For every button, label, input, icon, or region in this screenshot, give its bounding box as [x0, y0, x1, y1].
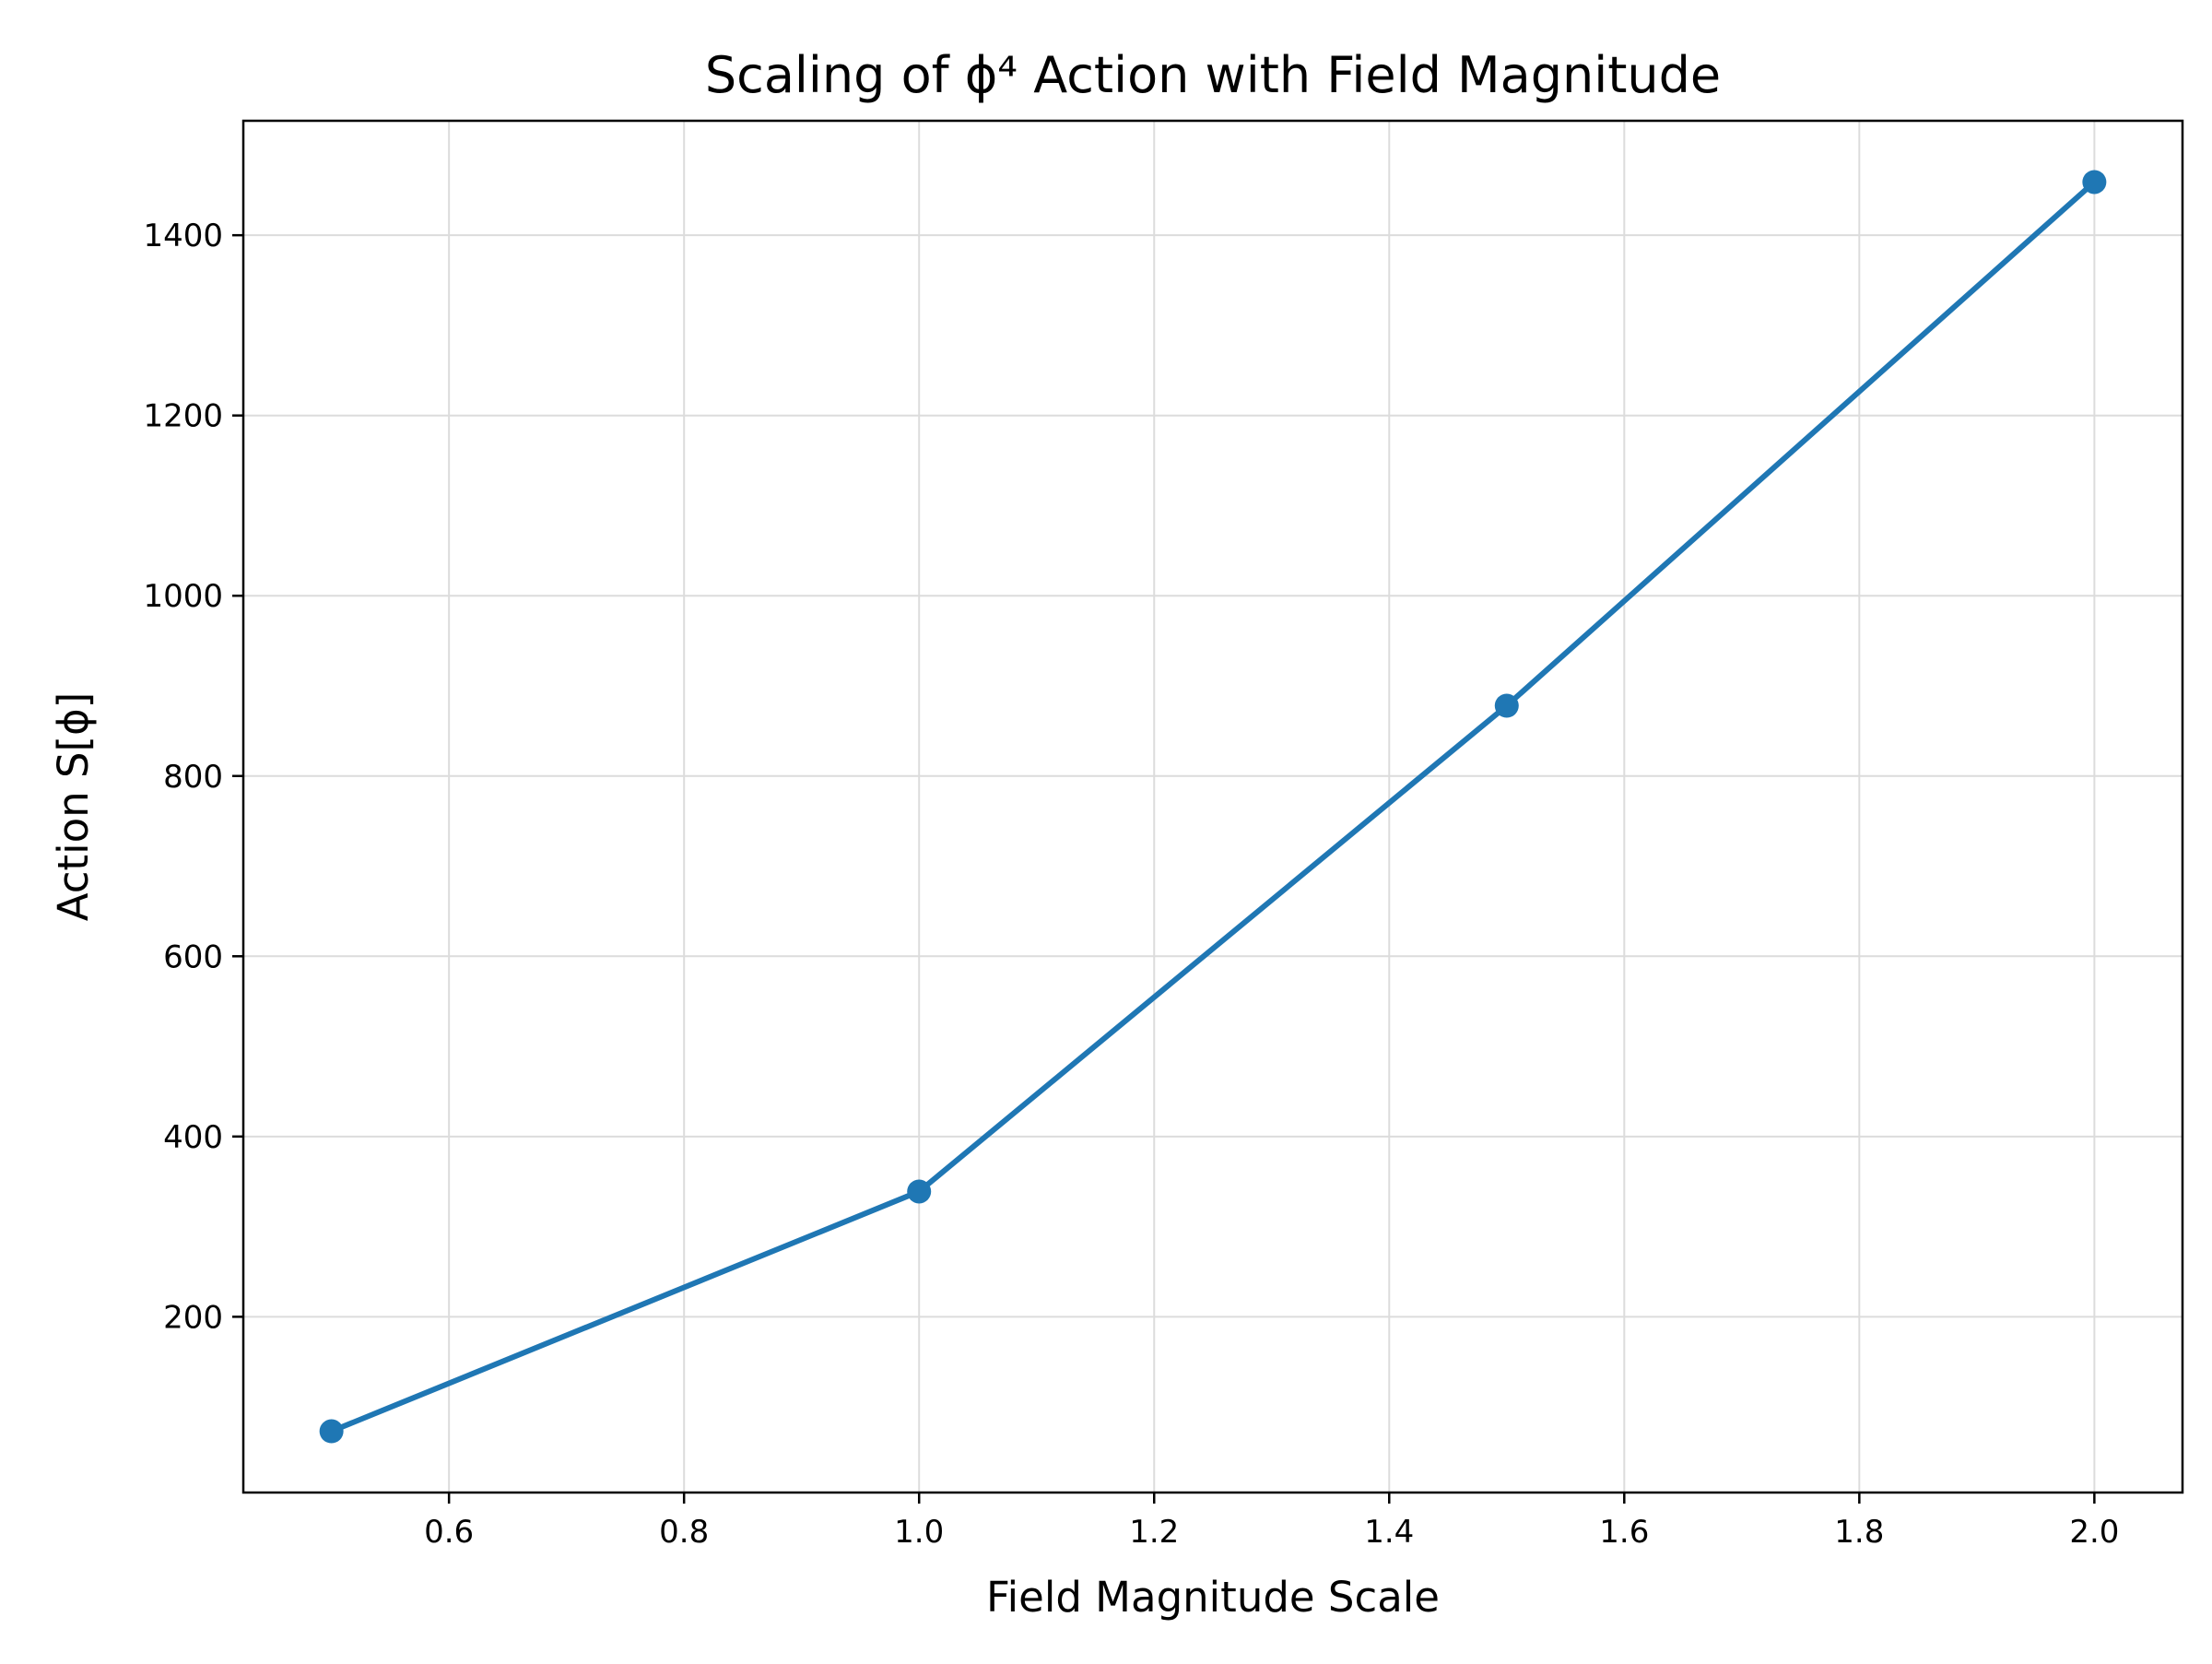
y-tick-label: 1200	[143, 398, 223, 435]
data-point-marker	[319, 1419, 344, 1444]
x-tick-label: 0.8	[659, 1514, 709, 1551]
plot-area-frame	[241, 119, 2184, 1494]
grid-lines	[243, 121, 2183, 1493]
data-series	[319, 170, 2107, 1444]
y-tick-label: 1400	[143, 218, 223, 254]
data-point-marker	[907, 1179, 932, 1204]
y-tick-label: 200	[163, 1299, 223, 1336]
y-tick-label: 800	[163, 759, 223, 796]
x-axis-label: Field Magnitude Scale	[986, 1573, 1440, 1622]
x-tick-label: 1.0	[894, 1514, 944, 1551]
x-tick-label: 1.2	[1129, 1514, 1179, 1551]
y-tick-label: 1000	[143, 578, 223, 615]
x-tick-label: 0.6	[424, 1514, 474, 1551]
x-tick-label: 2.0	[2069, 1514, 2119, 1551]
y-tick-label: 400	[163, 1119, 223, 1156]
x-tick-label: 1.8	[1834, 1514, 1884, 1551]
axis-ticks: 0.6 0.8 1.0 1.2 1.4 1.6 1.8 2.0 200 400 600 800 1000…	[143, 218, 2119, 1551]
data-point-marker	[1494, 693, 1519, 718]
x-tick-label: 1.4	[1364, 1514, 1414, 1551]
y-axis-label: Action S[ϕ]	[49, 692, 98, 922]
x-tick-label: 1.6	[1599, 1514, 1649, 1551]
chart-title: Scaling of ϕ⁴ Action with Field Magnitud…	[705, 46, 1721, 104]
series-line	[328, 179, 2098, 1434]
data-point-marker	[2082, 170, 2107, 195]
y-tick-label: 600	[163, 938, 223, 975]
